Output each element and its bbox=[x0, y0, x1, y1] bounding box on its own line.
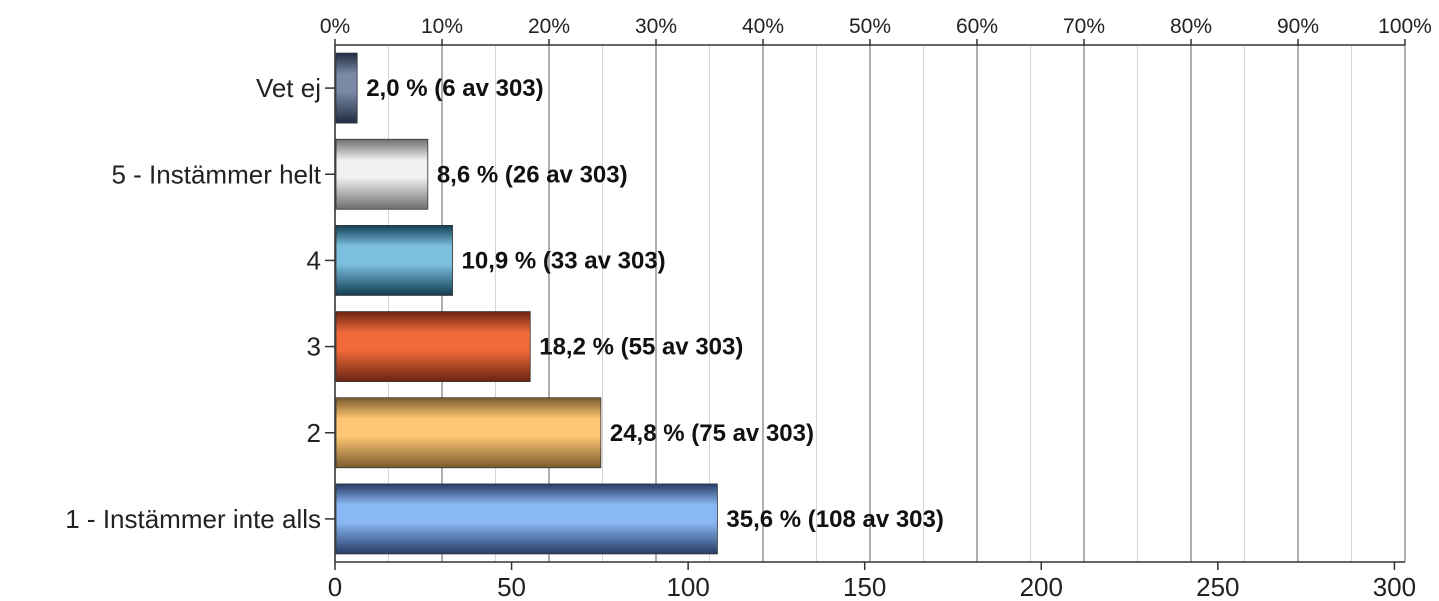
data-label: 2,0 % (6 av 303) bbox=[366, 75, 543, 102]
data-label: 24,8 % (75 av 303) bbox=[610, 420, 814, 447]
category-label: 1 - Instämmer inte alls bbox=[65, 504, 321, 534]
data-label: 18,2 % (55 av 303) bbox=[539, 334, 743, 361]
category-label: 5 - Instämmer helt bbox=[111, 159, 321, 189]
bar bbox=[335, 483, 718, 555]
bottom-tick-label: 300 bbox=[1373, 572, 1416, 601]
data-label: 35,6 % (108 av 303) bbox=[726, 506, 944, 533]
top-tick-label: 50% bbox=[849, 15, 891, 38]
category-label: Vet ej bbox=[256, 73, 321, 103]
top-tick-label: 0% bbox=[320, 15, 350, 38]
data-label: 8,6 % (26 av 303) bbox=[437, 161, 628, 188]
bar bbox=[335, 311, 531, 382]
bottom-tick-label: 250 bbox=[1196, 572, 1239, 601]
bottom-tick-label: 100 bbox=[666, 572, 709, 601]
bar bbox=[335, 52, 358, 124]
bar bbox=[335, 397, 602, 469]
data-label: 10,9 % (33 av 303) bbox=[462, 247, 666, 274]
category-label: 4 bbox=[307, 245, 321, 275]
top-tick-label: 40% bbox=[742, 15, 784, 38]
top-tick-label: 90% bbox=[1277, 15, 1319, 38]
bottom-tick-label: 150 bbox=[843, 572, 886, 601]
top-tick-label: 80% bbox=[1170, 15, 1212, 38]
bar bbox=[335, 138, 429, 210]
labels: 0% 10% 20% 30% 40% 50% 60% 70% 80% 90% 100% 0 50 100 1… bbox=[65, 15, 1432, 601]
bars bbox=[335, 52, 718, 555]
bottom-tick-label: 200 bbox=[1020, 572, 1063, 601]
category-label: 3 bbox=[307, 332, 321, 362]
category-label: 2 bbox=[307, 418, 321, 448]
top-tick-label: 20% bbox=[528, 15, 570, 38]
bar bbox=[335, 225, 453, 296]
top-tick-label: 30% bbox=[635, 15, 677, 38]
bottom-tick-label: 50 bbox=[497, 572, 526, 601]
top-tick-label: 70% bbox=[1063, 15, 1105, 38]
top-tick-label: 60% bbox=[956, 15, 998, 38]
top-tick-label: 100% bbox=[1378, 15, 1432, 38]
axes bbox=[325, 39, 1406, 570]
top-tick-label: 10% bbox=[421, 15, 463, 38]
bottom-tick-label: 0 bbox=[328, 572, 342, 601]
